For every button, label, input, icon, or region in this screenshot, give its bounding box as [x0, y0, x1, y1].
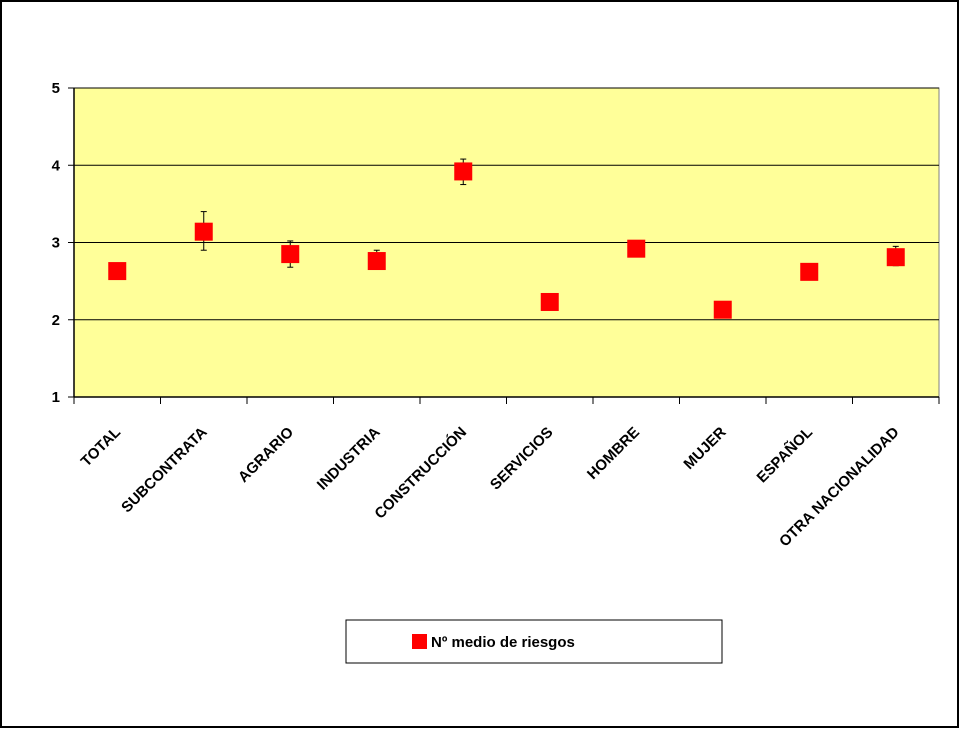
data-point-6 — [627, 239, 646, 258]
data-point-1 — [194, 222, 213, 241]
legend: Nº medio de riesgos — [345, 619, 723, 664]
x-category-label: SERVICIOS — [487, 424, 557, 494]
data-point-9 — [886, 248, 905, 267]
y-tick-label: 2 — [52, 312, 60, 329]
data-point-5 — [540, 292, 559, 311]
data-point-8 — [800, 262, 819, 281]
axes — [68, 87, 940, 404]
x-category-label: AGRARIO — [235, 424, 297, 486]
data-point-3 — [367, 252, 386, 271]
x-category-label: HOMBRE — [584, 424, 643, 483]
x-category-label: INDUSTRIA — [314, 424, 384, 494]
y-tick-labels: 1 2 3 4 5 — [52, 80, 61, 406]
data-points — [108, 158, 905, 319]
x-category-label: TOTAL — [78, 424, 124, 470]
gridlines — [74, 87, 939, 321]
y-tick-label: 1 — [52, 389, 60, 406]
legend-swatch — [412, 634, 427, 649]
y-tick-label: 3 — [52, 235, 60, 252]
legend-box — [345, 619, 723, 664]
data-point-7 — [713, 300, 732, 319]
data-point-0 — [108, 262, 127, 281]
x-category-label: MUJER — [680, 424, 729, 473]
x-category-label: SUBCONTRATA — [118, 424, 210, 516]
legend-label: Nº medio de riesgos — [431, 634, 575, 651]
y-tick-label: 4 — [52, 157, 61, 174]
x-category-label: CONSTRUCCIÓN — [371, 423, 470, 522]
data-point-2 — [281, 245, 300, 264]
data-point-4 — [454, 162, 473, 181]
x-category-label: ESPAÑOL — [753, 423, 816, 486]
y-tick-label: 5 — [52, 80, 60, 97]
